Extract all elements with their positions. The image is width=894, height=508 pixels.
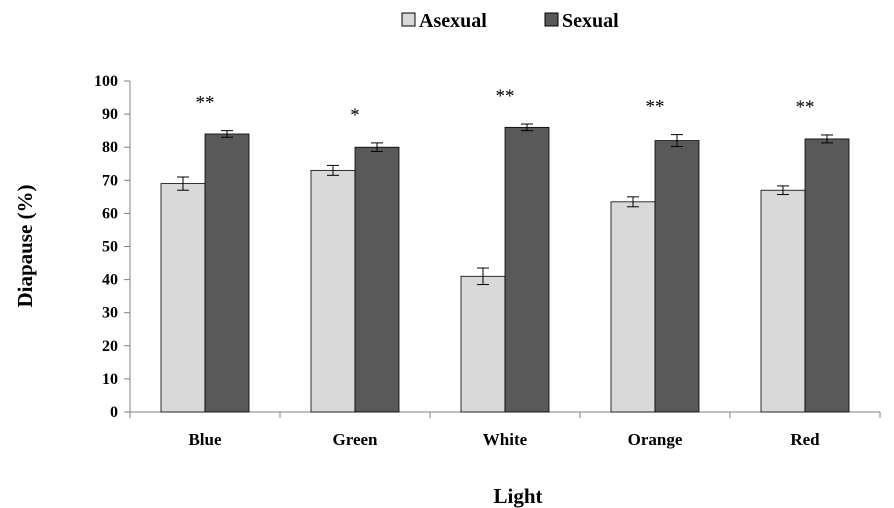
- x-axis: Blue Green White Orange Red: [130, 412, 880, 449]
- x-tick-label-red: Red: [790, 430, 820, 449]
- bar-sexual-red: [805, 139, 849, 412]
- bar-sexual-white: [505, 127, 549, 412]
- significance-green: *: [350, 105, 360, 126]
- y-tick-label: 20: [102, 338, 118, 355]
- y-tick-label: 50: [102, 239, 118, 256]
- significance-marks: ******* **: [196, 86, 815, 126]
- bar-asexual-white: [461, 276, 505, 412]
- y-tick-label: 10: [102, 371, 118, 388]
- y-tick-label: 40: [102, 272, 118, 289]
- legend-label-asexual: Asexual: [419, 10, 487, 32]
- bar-asexual-orange: [611, 202, 655, 412]
- bar-sexual-blue: [205, 134, 249, 412]
- x-tick-label-orange: Orange: [628, 430, 683, 449]
- significance-white: **: [496, 86, 515, 107]
- y-tick-label: 70: [102, 172, 118, 189]
- significance-orange: **: [646, 97, 665, 118]
- x-tick-label-white: White: [483, 430, 528, 449]
- y-tick-label: 90: [102, 106, 118, 123]
- significance-blue: **: [196, 93, 215, 114]
- y-tick-label: 80: [102, 139, 118, 156]
- bar-asexual-blue: [161, 184, 205, 412]
- y-tick-label: 30: [102, 305, 118, 322]
- bar-sexual-green: [355, 147, 399, 412]
- bar-asexual-green: [311, 170, 355, 412]
- legend-label-sexual: Sexual: [562, 10, 619, 32]
- legend-swatch-sexual: [545, 13, 558, 26]
- significance-red: **: [796, 97, 815, 118]
- legend: Asexual Sexual: [402, 10, 619, 32]
- bar-sexual-orange: [655, 141, 699, 412]
- y-tick-label: 60: [102, 205, 118, 222]
- y-tick-label: 0: [110, 404, 118, 421]
- x-tick-label-blue: Blue: [188, 430, 222, 449]
- bars: [161, 127, 849, 412]
- y-axis-title: Diapause (%): [13, 184, 37, 307]
- bar-asexual-red: [761, 190, 805, 412]
- x-axis-title: Light: [493, 484, 542, 508]
- x-tick-label-green: Green: [332, 430, 378, 449]
- y-axis: 0 10 20 30 40 50 60 70 80 90 100: [94, 73, 130, 421]
- y-tick-label: 100: [94, 73, 118, 90]
- legend-swatch-asexual: [402, 13, 415, 26]
